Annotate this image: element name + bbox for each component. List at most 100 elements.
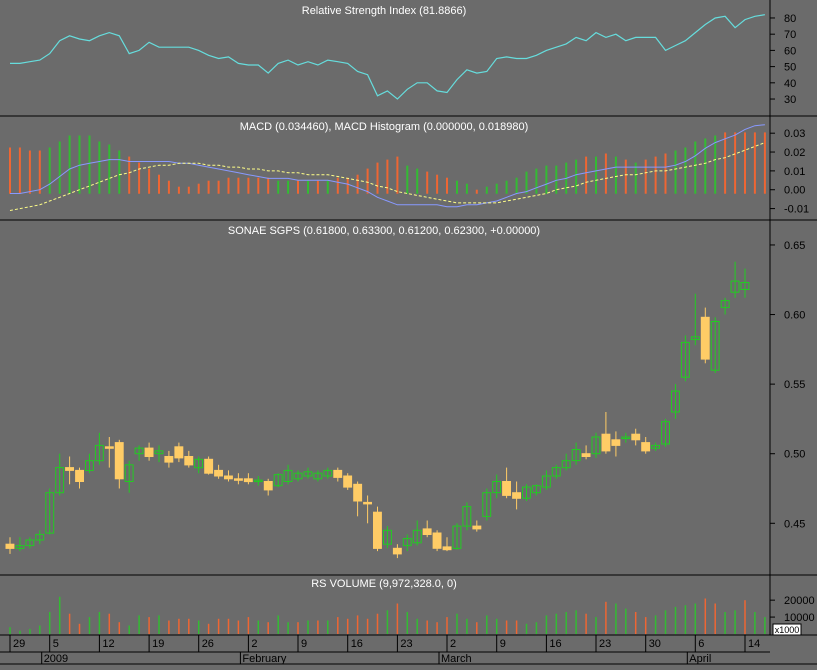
candle-body [5,543,15,549]
candle-body [343,475,353,488]
candle-body [571,449,581,462]
candle-body [333,469,343,478]
candle-body [452,525,462,549]
candle-body [462,506,472,527]
date-tick-label: 23 [400,638,412,650]
candle-body [323,469,333,477]
candle-body [75,469,84,482]
candle-body [154,450,164,455]
candle-body [581,453,591,458]
macd-tick-label: 0.01 [784,166,805,178]
volume-tick-label: 10000 [784,612,815,624]
candle-body [263,481,273,491]
candle-body [293,472,303,480]
month-label: February [242,653,287,665]
candle-body [124,464,134,482]
candle-body [363,501,373,505]
date-tick-label: 2 [450,638,456,650]
candle-body [631,433,641,441]
candle-body [65,467,74,471]
date-tick-label: 19 [152,638,164,650]
rsi-tick-label: 30 [784,94,796,106]
macd-panel [9,124,766,211]
candle-body [412,529,422,544]
candle-body [402,538,412,547]
candle-body [611,439,621,446]
axis-panel: 80 70 60 50 40 30 0.03 0.02 0.01 0.00 -0.01 0.65 0.6… [9,13,815,665]
price-panel [5,261,750,559]
rsi-tick-label: 50 [784,62,796,74]
rsi-line [10,14,765,100]
candle-body [442,546,452,551]
macd-tick-label: -0.01 [784,204,809,216]
candle-body [194,458,204,469]
macd-tick-label: 0.00 [784,185,805,197]
candle-body [204,458,214,474]
candle-body [492,481,502,494]
candle-body [531,485,541,494]
candle-body [541,475,551,488]
candle-body [422,528,432,536]
macd-signal-line [9,142,766,211]
candle-body [680,341,690,378]
volume-panel [9,596,766,634]
candle-body [710,321,720,371]
price-tick-label: 0.60 [784,310,805,322]
candle-body [313,472,323,480]
month-label: April [689,653,711,665]
candle-body [561,460,571,469]
volume-title: RS VOLUME (9,972,328.0, 0) [311,578,457,590]
candle-body [144,447,154,458]
date-tick-label: 30 [649,638,661,650]
date-tick-label: 5 [53,638,59,650]
rsi-tick-label: 80 [784,13,796,25]
date-tick-label: 26 [202,638,214,650]
candle-body [45,492,55,534]
candle-body [591,436,601,455]
candle-body [392,547,402,555]
candle-body [253,479,263,483]
macd-tick-label: 0.02 [784,147,805,159]
price-tick-label: 0.45 [784,518,805,530]
rsi-tick-label: 60 [784,45,796,57]
date-tick-label: 23 [599,638,611,650]
price-title: SONAE SGPS (0.61800, 0.63300, 0.61200, 0… [228,225,540,237]
rsi-panel [10,14,765,100]
candle-body [373,511,382,549]
candle-body [15,545,25,549]
candle-body [621,436,631,439]
volume-unit-label: x1000 [775,625,800,635]
candle-body [114,442,124,480]
candle-body [641,442,651,452]
month-label: March [441,653,472,665]
candle-body [224,475,233,480]
candle-body [601,433,611,452]
candle-body [472,525,482,530]
candle-body [551,467,561,477]
candle-body [174,446,184,459]
date-tick-label: 9 [301,638,307,650]
candle-body [522,486,531,499]
rsi-tick-label: 70 [784,29,796,41]
candle-body [482,492,492,517]
volume-tick-label: 20000 [784,595,815,607]
candle-body [720,300,730,309]
date-tick-label: 2 [251,638,257,650]
candle-body [104,446,114,449]
rsi-tick-label: 40 [784,78,796,90]
candle-body [512,492,521,499]
candle-body [35,533,45,541]
date-tick-label: 14 [748,638,760,650]
macd-title: MACD (0.034460), MACD Histogram (0.00000… [240,121,529,133]
candle-body [94,444,104,462]
candle-body [353,483,363,502]
date-tick-label: 12 [102,638,114,650]
date-tick-label: 6 [698,638,704,650]
volume-unit-box [772,623,802,636]
candle-body [661,421,670,445]
price-tick-label: 0.65 [784,240,805,252]
date-tick-label: 16 [351,638,363,650]
